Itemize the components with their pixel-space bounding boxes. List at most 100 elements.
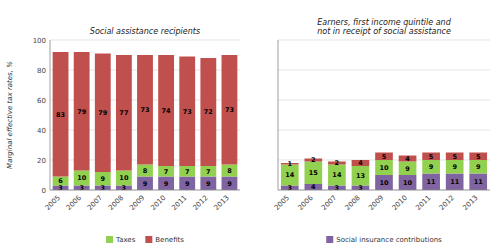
bars (53, 52, 238, 190)
x-tick-label: 2006 (296, 193, 315, 212)
bar-segment (352, 166, 370, 186)
x-tick-label: 2007 (86, 194, 104, 212)
data-label: 3 (335, 184, 340, 192)
data-label: 73 (140, 106, 149, 114)
y-axis (278, 40, 279, 190)
data-label: 8 (227, 167, 232, 175)
title: Social assistance recipients (90, 27, 200, 36)
bar-segment (179, 177, 195, 191)
bar-segment (375, 153, 393, 161)
data-label: 3 (79, 184, 84, 192)
bar-segment (328, 165, 346, 186)
data-label: 14 (332, 171, 342, 179)
bar-segment (116, 55, 132, 171)
data-label: 7 (164, 168, 169, 176)
bar-segment (53, 52, 69, 177)
bar-segment (179, 166, 195, 177)
data-label: 3 (358, 184, 363, 192)
bar-segment (446, 153, 464, 161)
y-tick-label: 20 (37, 157, 46, 165)
bar-segment (200, 177, 216, 191)
bar-segment (422, 160, 440, 174)
bar-segment (158, 166, 174, 177)
legend-entry: Benefits (155, 236, 184, 244)
legend-swatch (106, 236, 113, 243)
x-tick-label: 2008 (107, 194, 125, 212)
x-tick-label: 2010 (391, 194, 409, 212)
data-labels: 33339999961091087778837979777374737273 (56, 106, 234, 192)
data-label: 11 (474, 178, 484, 186)
data-label: 73 (183, 108, 192, 116)
x-tick-label: 2012 (438, 194, 456, 212)
bar-segment (137, 177, 153, 191)
x-tick-label: 2010 (149, 194, 167, 212)
data-label: 11 (450, 178, 460, 186)
data-label: 7 (206, 168, 211, 176)
data-label: 83 (56, 111, 65, 119)
data-label: 74 (162, 107, 172, 115)
x-tick-label: 2006 (65, 193, 84, 212)
data-label: 9 (227, 180, 232, 188)
bar-segment (375, 160, 393, 175)
data-label: 10 (77, 174, 87, 182)
y-axis-label: Marginal effective tax rates, % (6, 61, 14, 169)
bar-segment (222, 165, 238, 177)
x-tick-label: 2012 (191, 194, 209, 212)
y-tick-label: 0 (42, 187, 46, 195)
x-tick-label: 2011 (414, 194, 432, 212)
grid-line (278, 190, 490, 191)
bar-segment (222, 177, 238, 191)
data-label: 79 (77, 108, 87, 116)
bar-segment (446, 160, 464, 174)
data-label: 1 (288, 160, 293, 168)
grid-line (278, 70, 490, 71)
x-tick-label: 2013 (213, 194, 231, 212)
legend: TaxesBenefits (106, 236, 184, 244)
bar-segment (158, 55, 174, 166)
legend: Social insurance contributions (326, 236, 442, 244)
data-label: 6 (58, 177, 63, 185)
data-label: 77 (119, 109, 128, 117)
y-axis (50, 40, 51, 190)
bar-segment (469, 160, 487, 174)
y-tick-label: 100 (33, 37, 46, 45)
y-tick-label: 80 (37, 67, 46, 75)
grid-line (50, 40, 240, 41)
data-label: 79 (98, 109, 108, 117)
data-label: 9 (452, 163, 457, 171)
data-label: 3 (288, 184, 293, 192)
y-tick-label: 40 (37, 127, 46, 135)
data-label: 5 (382, 153, 387, 161)
x-axis (278, 190, 490, 191)
data-label: 3 (122, 184, 127, 192)
grid-line (50, 190, 240, 191)
data-label: 9 (476, 163, 481, 171)
bar-segment (137, 55, 153, 165)
panel: 3433101011111114151413109999122454555200… (273, 18, 490, 244)
data-label: 11 (427, 178, 437, 186)
data-label: 2 (311, 156, 316, 164)
data-label: 13 (356, 172, 365, 180)
data-label: 9 (143, 180, 148, 188)
data-label: 9 (405, 165, 410, 173)
x-tick-label: 2008 (344, 194, 362, 212)
data-label: 9 (206, 180, 211, 188)
x-tick-label: 2009 (367, 194, 385, 212)
bar-segment (222, 55, 238, 165)
x-axis (50, 190, 240, 191)
bar-segment (399, 162, 417, 176)
legend-swatch (326, 236, 333, 243)
grid-line (278, 130, 490, 131)
data-label: 8 (143, 167, 148, 175)
bar-segment (200, 58, 216, 166)
data-label: 10 (379, 179, 389, 187)
bar-segment (375, 175, 393, 190)
data-label: 5 (429, 153, 434, 161)
data-label: 73 (225, 106, 234, 114)
bar-segment (446, 174, 464, 191)
x-tick-label: 2013 (461, 194, 479, 212)
data-label: 10 (403, 179, 413, 187)
legend-entry: Social insurance contributions (336, 236, 442, 244)
grid-line (278, 100, 490, 101)
data-label: 9 (185, 180, 190, 188)
